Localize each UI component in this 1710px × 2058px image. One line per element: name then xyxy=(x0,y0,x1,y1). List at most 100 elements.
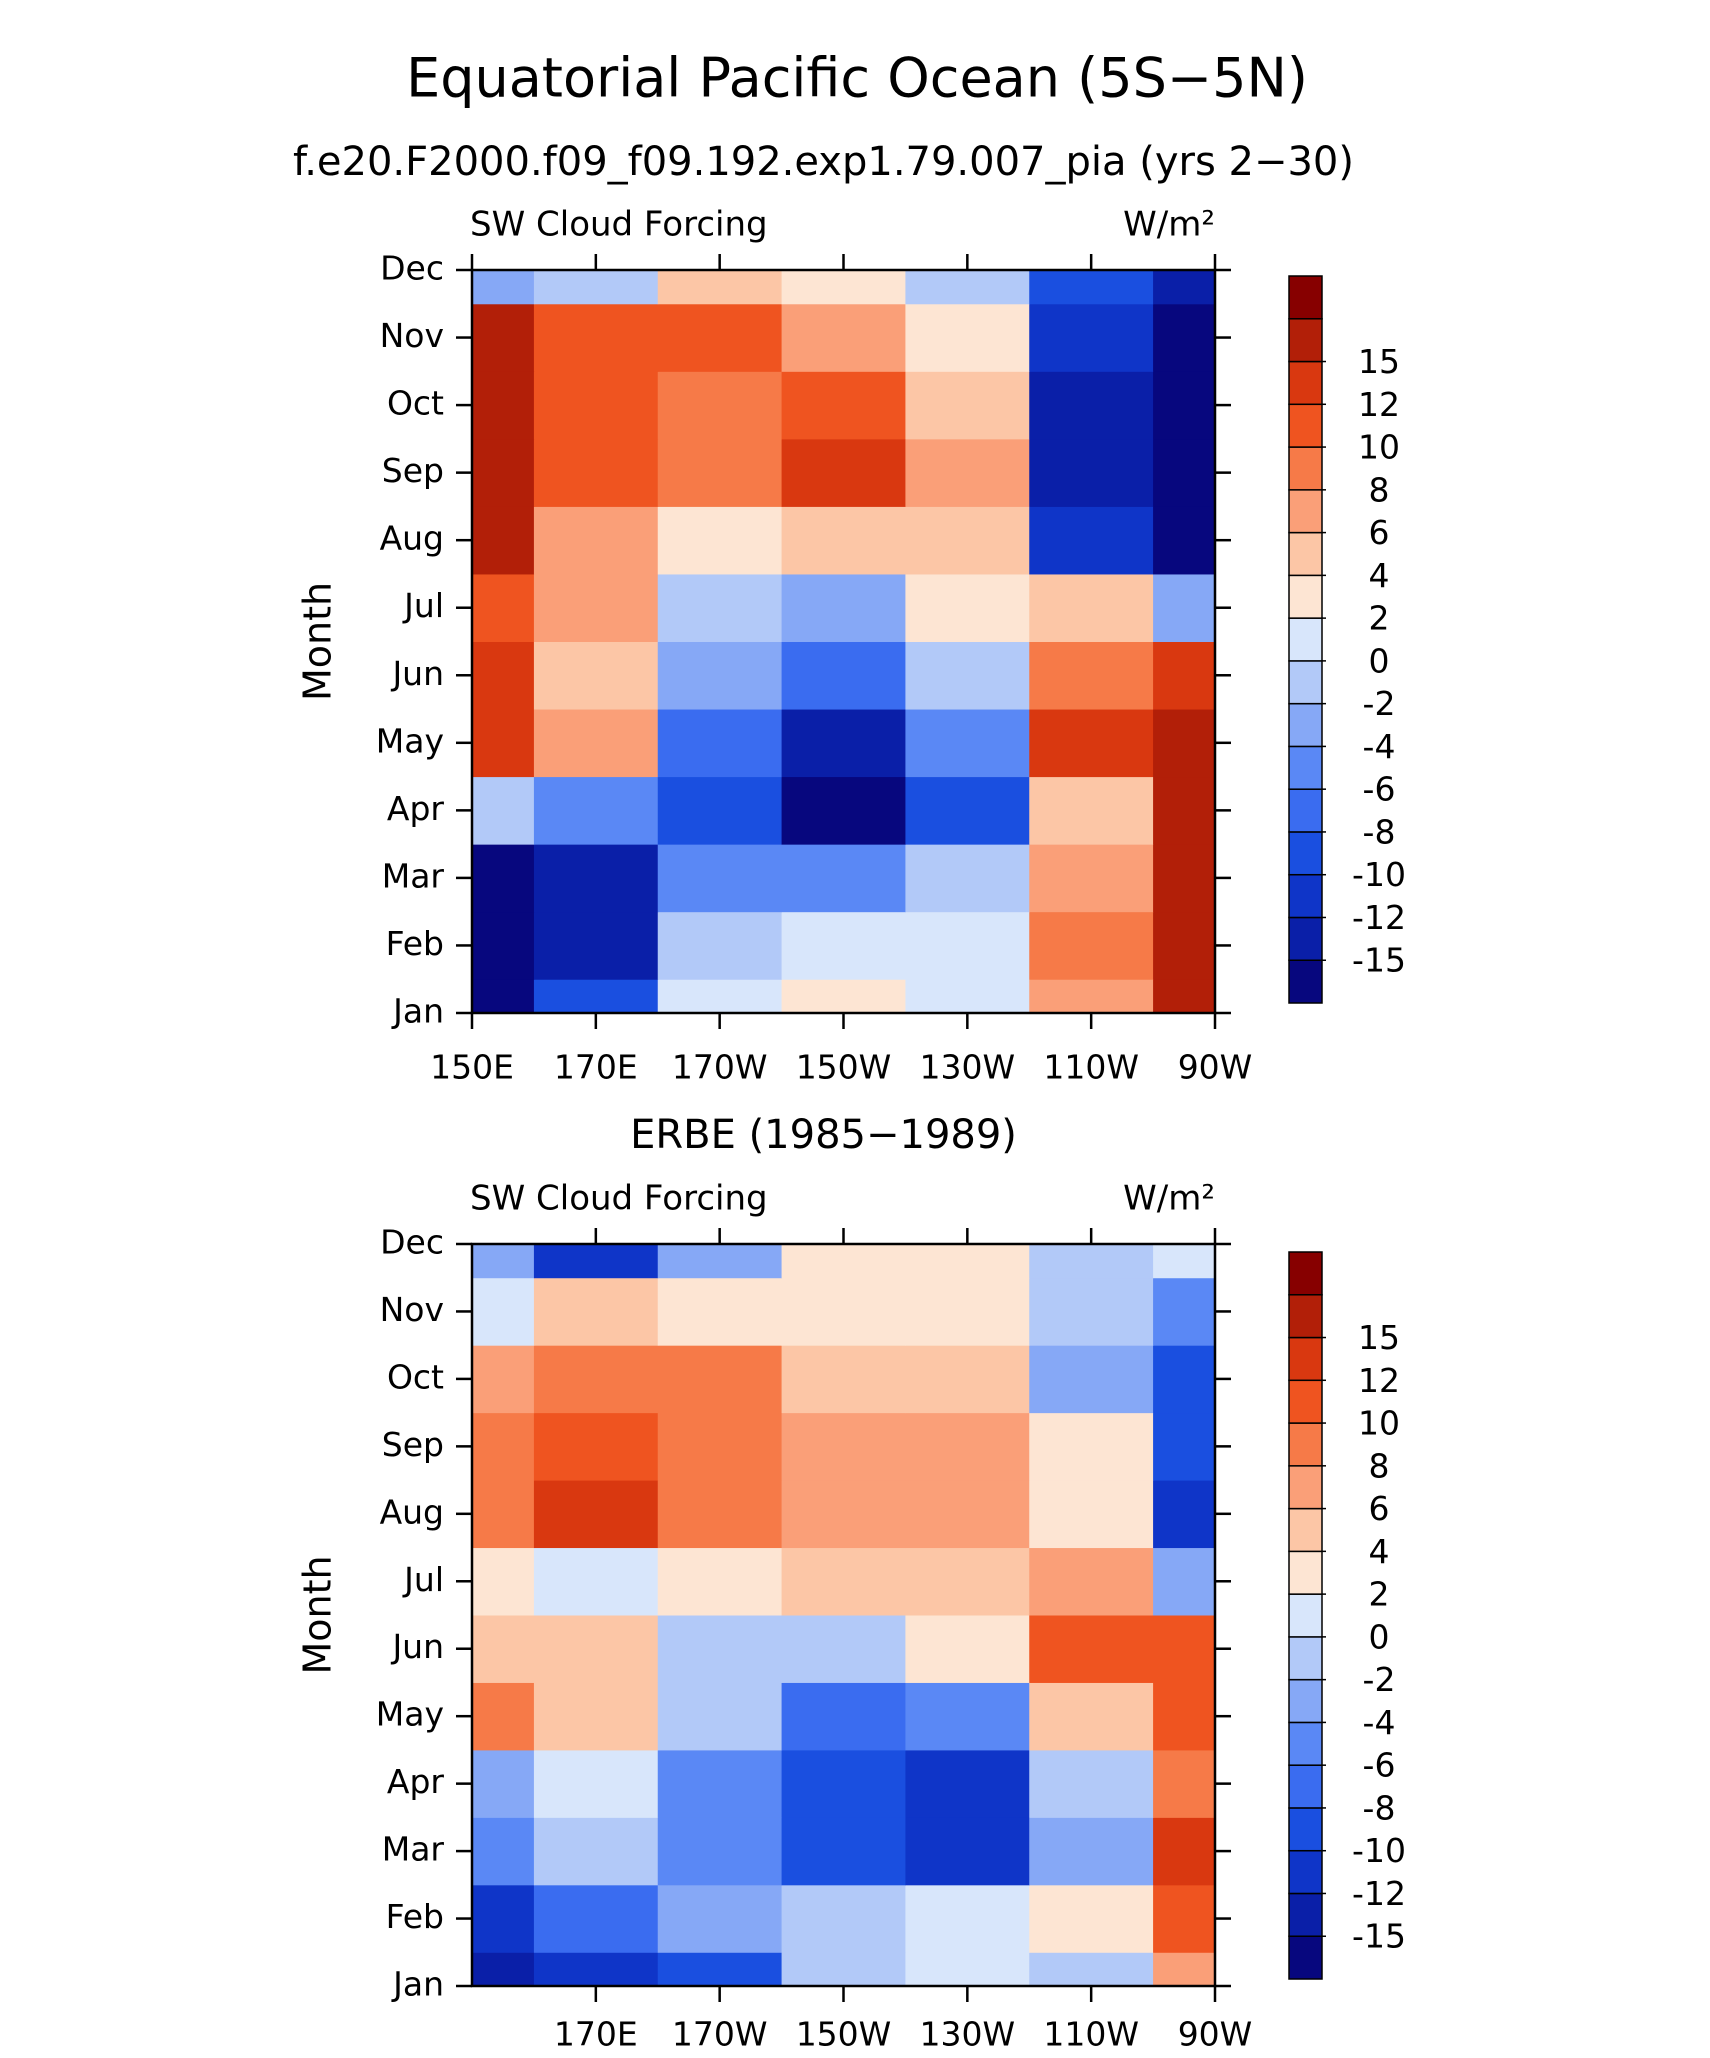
colorbar-label: 12 xyxy=(1358,385,1400,424)
colorbar-box xyxy=(1288,1849,1323,1895)
colorbar-box xyxy=(1288,959,1323,1004)
contour-cell xyxy=(905,641,1030,710)
left-label: SW Cloud Forcing xyxy=(470,205,768,245)
contour-cell xyxy=(657,709,783,778)
contour-cell xyxy=(905,1345,1030,1414)
contour-cell xyxy=(1153,1345,1216,1414)
contour-cell xyxy=(905,1412,1030,1481)
contour-cell xyxy=(905,438,1030,507)
y-tick-label: Nov xyxy=(380,1290,444,1329)
x-tick-label: 90W xyxy=(1178,2015,1253,2054)
contour-cell xyxy=(1153,303,1216,372)
contour-cell xyxy=(1029,270,1154,305)
contour-cell xyxy=(472,1615,535,1683)
contour-cell xyxy=(533,1412,659,1481)
y-tick-label: Feb xyxy=(386,1897,444,1936)
y-axis-label: Month xyxy=(296,582,340,701)
contour-cell xyxy=(657,1952,783,1987)
contour-cell xyxy=(657,1817,783,1886)
contour-cell xyxy=(905,1817,1030,1886)
contour-cell xyxy=(533,776,659,845)
colorbar-box xyxy=(1288,489,1323,534)
colorbar-box xyxy=(1288,1422,1323,1467)
contour-cell xyxy=(472,641,535,710)
colorbar-box xyxy=(1288,831,1323,876)
contour-cell xyxy=(657,270,783,305)
contour-cell xyxy=(1029,371,1154,440)
colorbar-label: 15 xyxy=(1358,342,1400,381)
contour-cell xyxy=(1153,1884,1216,1953)
colorbar-label: 12 xyxy=(1358,1361,1400,1400)
contour-cell xyxy=(781,979,906,1014)
colorbar-box xyxy=(1288,574,1323,619)
contour-cell xyxy=(472,1412,535,1481)
contour-cell xyxy=(781,1884,906,1953)
x-tick-label: 110W xyxy=(1043,2015,1139,2054)
contour-cell xyxy=(1153,270,1216,305)
contour-cell xyxy=(905,270,1030,305)
contour-cell xyxy=(905,371,1030,440)
colorbar-box xyxy=(1288,318,1323,363)
contour-cell xyxy=(1029,979,1154,1014)
contour-cell xyxy=(533,573,659,642)
x-tick-label: 90W xyxy=(1178,1048,1253,1087)
contour-cell xyxy=(657,303,783,372)
contour-cell xyxy=(1153,1615,1216,1683)
y-tick-label: Aug xyxy=(380,1492,444,1531)
contour-cell xyxy=(781,506,906,575)
colorbar-label: 2 xyxy=(1369,1575,1390,1614)
contour-cell xyxy=(781,1345,906,1414)
colorbar-box xyxy=(1288,1336,1323,1382)
colorbar-label: 6 xyxy=(1369,1489,1390,1528)
contour-cell xyxy=(1029,911,1154,980)
colorbar-label: 4 xyxy=(1369,556,1390,595)
contour-cell xyxy=(905,506,1030,575)
colorbar-box xyxy=(1288,1678,1323,1724)
y-tick-label: Oct xyxy=(387,384,444,423)
contour-cell xyxy=(905,1547,1030,1616)
right-label: W/m² xyxy=(1123,205,1215,245)
contour-cell xyxy=(533,506,659,575)
contour-cell xyxy=(781,911,906,980)
contour-cell xyxy=(781,1547,906,1616)
y-tick-label: May xyxy=(376,1695,444,1734)
contour-cell xyxy=(533,1480,659,1549)
contour-cell xyxy=(905,1952,1030,1987)
contour-cell xyxy=(472,844,535,913)
y-tick-label: Jan xyxy=(391,1965,444,2004)
contour-cell xyxy=(1029,1547,1154,1616)
colorbar-label: 15 xyxy=(1358,1318,1400,1357)
contour-cell xyxy=(472,979,535,1014)
y-tick-label: Jul xyxy=(402,586,444,625)
contour-cell xyxy=(781,1952,906,1987)
contour-cell xyxy=(472,438,535,507)
contour-cell xyxy=(472,371,535,440)
colorbar-label: 10 xyxy=(1358,428,1400,467)
contour-cell xyxy=(1029,1817,1154,1886)
contour-cell xyxy=(657,1244,783,1279)
contour-cell xyxy=(657,506,783,575)
colorbar-label: -4 xyxy=(1363,1703,1396,1742)
colorbar-box xyxy=(1288,1764,1323,1809)
y-tick-label: Aug xyxy=(380,519,444,558)
contour-cell xyxy=(1029,776,1154,845)
contour-cell xyxy=(1153,1682,1216,1751)
contour-cell xyxy=(905,776,1030,845)
contour-cell xyxy=(657,1345,783,1414)
colorbar-box xyxy=(1288,1892,1323,1937)
y-tick-label: Mar xyxy=(382,856,445,895)
main-title: Equatorial Pacific Ocean (5S−5N) xyxy=(406,47,1308,110)
contour-cell xyxy=(472,1682,535,1751)
contour-cell xyxy=(472,303,535,372)
colorbar-box xyxy=(1288,660,1323,705)
contour-cell xyxy=(1153,911,1216,980)
colorbar-box xyxy=(1288,275,1323,320)
colorbar-box xyxy=(1288,531,1323,577)
y-tick-label: Dec xyxy=(380,249,444,288)
contour-cell xyxy=(657,438,783,507)
contour-cell xyxy=(472,270,535,305)
contour-cell xyxy=(905,911,1030,980)
colorbar-box xyxy=(1288,403,1323,448)
contour-cell xyxy=(472,573,535,642)
